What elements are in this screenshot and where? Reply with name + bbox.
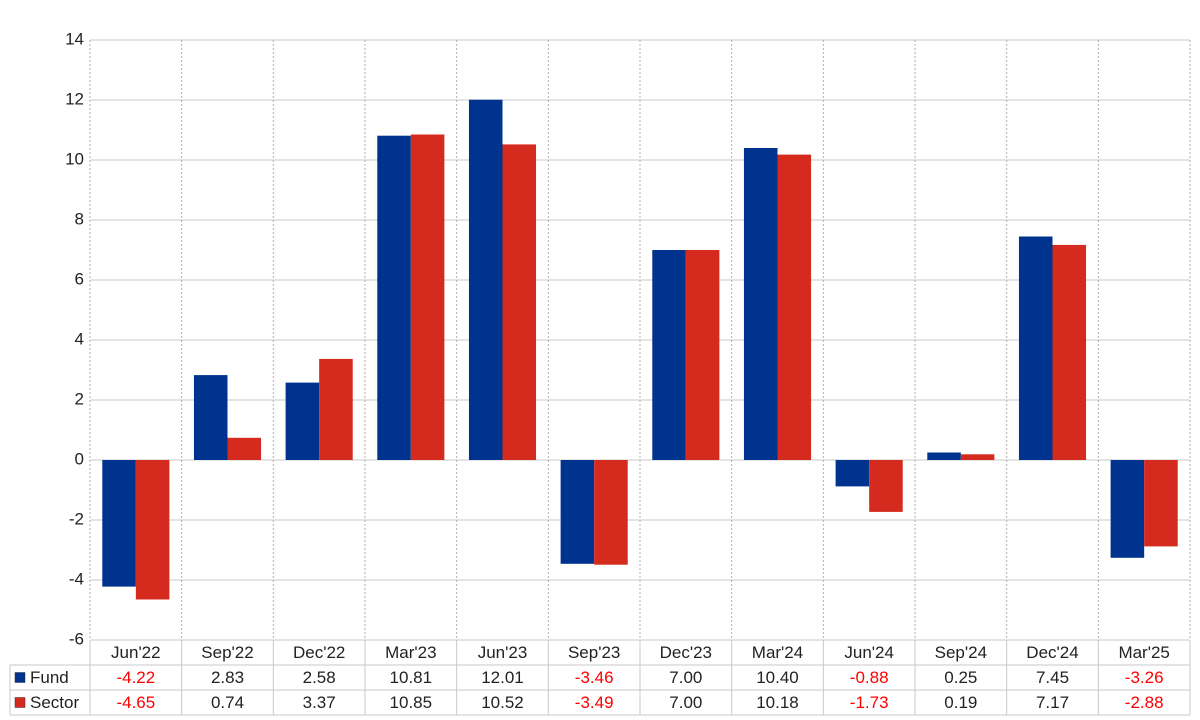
bar <box>502 144 537 460</box>
table-value: -3.46 <box>575 668 614 687</box>
table-value: -4.22 <box>116 668 155 687</box>
legend-swatch <box>14 697 26 708</box>
x-tick-label: Sep'24 <box>935 643 987 662</box>
y-tick-label: 6 <box>75 269 84 288</box>
y-tick-label: -6 <box>69 629 84 648</box>
y-tick-label: 12 <box>65 89 84 108</box>
bar <box>560 460 595 564</box>
bar <box>685 250 720 460</box>
x-tick-label: Mar'25 <box>1118 643 1169 662</box>
table-value: -2.88 <box>1125 693 1164 712</box>
table-value: -0.88 <box>850 668 889 687</box>
bar <box>285 382 320 460</box>
bar <box>927 452 961 460</box>
y-tick-label: 14 <box>65 29 84 48</box>
x-tick-label: Mar'24 <box>752 643 803 662</box>
bar <box>1110 460 1145 558</box>
bar <box>777 154 812 460</box>
bar <box>1144 460 1178 547</box>
x-tick-label: Jun'24 <box>844 643 894 662</box>
table-value: 7.45 <box>1036 668 1069 687</box>
y-tick-label: 4 <box>75 329 84 348</box>
bar <box>960 454 995 460</box>
table-value: -3.49 <box>575 693 614 712</box>
x-tick-label: Jun'22 <box>111 643 161 662</box>
table-value: 10.18 <box>756 693 799 712</box>
bar <box>869 460 903 512</box>
bar <box>1018 236 1053 460</box>
bar <box>835 460 870 487</box>
x-tick-label: Dec'24 <box>1026 643 1078 662</box>
bar <box>135 460 170 600</box>
table-value: 10.52 <box>481 693 524 712</box>
x-tick-label: Sep'22 <box>201 643 253 662</box>
table-value: 10.85 <box>390 693 433 712</box>
y-tick-label: 0 <box>75 449 84 468</box>
x-tick-label: Mar'23 <box>385 643 436 662</box>
table-value: 10.81 <box>390 668 433 687</box>
bar <box>594 460 628 565</box>
y-tick-label: -4 <box>69 569 84 588</box>
legend-label: Sector <box>30 693 79 712</box>
table-value: -3.26 <box>1125 668 1164 687</box>
y-tick-label: -2 <box>69 509 84 528</box>
bar <box>652 250 686 460</box>
x-tick-label: Dec'23 <box>660 643 712 662</box>
x-tick-label: Dec'22 <box>293 643 345 662</box>
table-value: 0.25 <box>944 668 977 687</box>
table-value: 0.19 <box>944 693 977 712</box>
x-tick-label: Sep'23 <box>568 643 620 662</box>
y-tick-label: 2 <box>75 389 84 408</box>
table-value: 7.00 <box>669 693 702 712</box>
table-value: 2.83 <box>211 668 244 687</box>
bar <box>102 460 136 587</box>
bar <box>377 135 411 460</box>
table-value: 0.74 <box>211 693 244 712</box>
table-value: 10.40 <box>756 668 799 687</box>
table-value: 2.58 <box>303 668 336 687</box>
legend-label: Fund <box>30 668 69 687</box>
y-tick-label: 10 <box>65 149 84 168</box>
legend-swatch <box>14 672 26 683</box>
table-value: -4.65 <box>116 693 155 712</box>
table-value: 7.00 <box>669 668 702 687</box>
table-value: 7.17 <box>1036 693 1069 712</box>
bar <box>319 358 353 460</box>
x-tick-label: Jun'23 <box>478 643 528 662</box>
bar <box>743 148 778 460</box>
table-value: 12.01 <box>481 668 524 687</box>
y-tick-label: 8 <box>75 209 84 228</box>
bar <box>227 437 262 460</box>
table-value: -1.73 <box>850 693 889 712</box>
bar <box>1052 244 1087 460</box>
bar <box>410 134 445 460</box>
bar <box>468 99 503 460</box>
table-value: 3.37 <box>303 693 336 712</box>
bar <box>193 375 228 460</box>
